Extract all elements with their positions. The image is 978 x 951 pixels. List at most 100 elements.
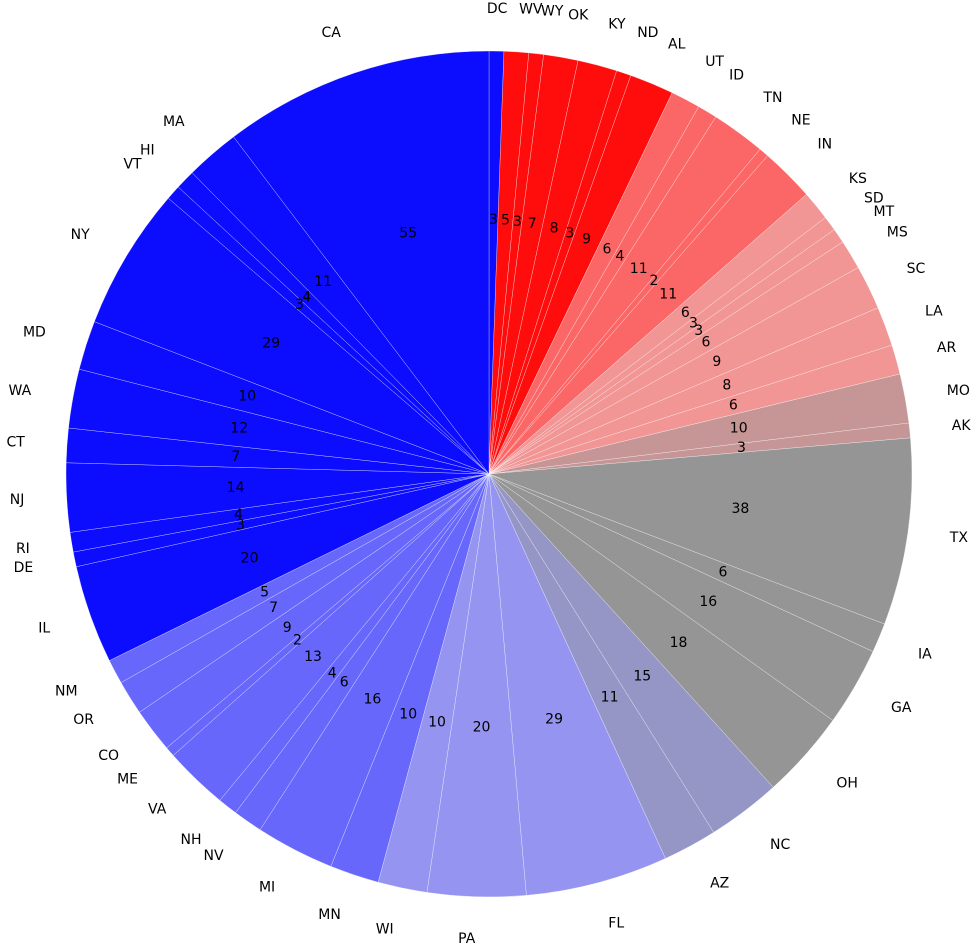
slice-label-tx: TX bbox=[949, 530, 969, 546]
slice-value-wv: 5 bbox=[501, 213, 510, 229]
slice-value-id: 4 bbox=[616, 249, 625, 265]
slice-label-il: IL bbox=[38, 621, 50, 637]
slice-value-ut: 6 bbox=[602, 241, 611, 257]
slice-value-hi: 4 bbox=[302, 290, 311, 306]
slice-value-dc: 3 bbox=[489, 212, 498, 228]
slice-label-mi: MI bbox=[259, 879, 275, 895]
pie-slices bbox=[65, 50, 913, 898]
slice-value-or: 7 bbox=[269, 600, 278, 616]
slice-label-ky: KY bbox=[608, 16, 626, 32]
slice-value-mo: 10 bbox=[730, 421, 748, 437]
slice-label-ma: MA bbox=[163, 114, 185, 130]
slice-label-wi: WI bbox=[376, 921, 394, 937]
slice-label-de: DE bbox=[14, 560, 34, 576]
slice-label-ca: CA bbox=[321, 25, 341, 41]
slice-value-mn: 10 bbox=[399, 707, 417, 723]
slice-label-sc: SC bbox=[907, 261, 926, 277]
slice-label-nv: NV bbox=[204, 848, 224, 864]
slice-value-la: 8 bbox=[722, 377, 731, 393]
slice-value-ar: 6 bbox=[729, 397, 738, 413]
slice-label-az: AZ bbox=[710, 875, 729, 891]
pie-slice-tx bbox=[488, 437, 913, 625]
slice-label-oh: OH bbox=[836, 776, 858, 792]
slice-label-dc: DC bbox=[487, 1, 508, 17]
slice-value-nv: 6 bbox=[340, 674, 349, 690]
slice-label-or: OR bbox=[73, 712, 94, 728]
slice-label-md: MD bbox=[23, 324, 46, 340]
slice-label-hi: HI bbox=[140, 142, 155, 158]
slice-label-ct: CT bbox=[6, 435, 25, 451]
pie-slice-ny bbox=[94, 197, 490, 475]
slice-value-nm: 5 bbox=[260, 585, 269, 601]
slice-label-nd: ND bbox=[637, 25, 658, 41]
slice-value-nj: 14 bbox=[227, 480, 245, 496]
slice-label-wa: WA bbox=[9, 383, 32, 399]
slice-value-ms: 6 bbox=[702, 334, 711, 350]
slice-value-ne: 2 bbox=[649, 273, 658, 289]
slice-label-mo: MO bbox=[947, 383, 970, 399]
slice-label-ak: AK bbox=[952, 418, 972, 434]
slice-label-ms: MS bbox=[887, 225, 908, 241]
slice-value-me: 2 bbox=[293, 633, 302, 649]
slice-value-oh: 18 bbox=[670, 635, 688, 651]
slice-value-nh: 4 bbox=[328, 666, 337, 682]
slice-value-sc: 9 bbox=[712, 354, 721, 370]
slice-value-md: 10 bbox=[238, 389, 256, 405]
slice-value-ny: 29 bbox=[262, 336, 280, 352]
slice-value-fl: 29 bbox=[545, 711, 563, 727]
slice-value-pa: 20 bbox=[473, 720, 491, 736]
slice-value-ok: 7 bbox=[528, 216, 537, 232]
slice-value-ga: 16 bbox=[699, 594, 717, 610]
slice-label-ia: IA bbox=[918, 646, 932, 662]
slice-value-ky: 8 bbox=[550, 221, 559, 237]
pie-slice-fl bbox=[488, 473, 666, 896]
slice-value-ri: 4 bbox=[234, 507, 243, 523]
slice-value-wi: 10 bbox=[428, 714, 446, 730]
slice-value-tn: 11 bbox=[630, 261, 648, 277]
slice-label-sd: SD bbox=[864, 191, 884, 207]
slice-value-ct: 7 bbox=[231, 449, 240, 465]
slice-label-nh: NH bbox=[181, 832, 202, 848]
slice-value-sd: 3 bbox=[689, 316, 698, 332]
slice-value-il: 20 bbox=[241, 550, 259, 566]
slice-label-va: VA bbox=[148, 801, 167, 817]
slice-value-mi: 16 bbox=[363, 691, 381, 707]
slice-label-ks: KS bbox=[849, 171, 867, 187]
slice-value-in: 11 bbox=[659, 286, 677, 302]
slice-label-pa: PA bbox=[458, 931, 476, 947]
slice-label-id: ID bbox=[729, 68, 744, 84]
slice-label-ri: RI bbox=[16, 541, 30, 557]
slice-value-az: 11 bbox=[601, 689, 619, 705]
slice-value-ak: 3 bbox=[737, 440, 746, 456]
slice-value-de: 3 bbox=[236, 517, 245, 533]
slice-label-ok: OK bbox=[568, 8, 589, 24]
slice-value-va: 13 bbox=[304, 649, 322, 665]
slice-label-vt: VT bbox=[123, 156, 142, 172]
slice-label-ut: UT bbox=[705, 54, 724, 70]
slice-value-ks: 6 bbox=[681, 305, 690, 321]
slice-value-nd: 3 bbox=[565, 225, 574, 241]
slice-label-mn: MN bbox=[318, 907, 341, 923]
slice-label-nc: NC bbox=[770, 837, 790, 853]
slice-value-ca: 55 bbox=[399, 225, 417, 241]
slice-label-al: AL bbox=[668, 37, 686, 53]
slice-label-la: LA bbox=[925, 304, 943, 320]
slice-value-al: 9 bbox=[582, 232, 591, 248]
slice-label-nj: NJ bbox=[10, 492, 25, 508]
slice-label-wv: WV bbox=[519, 2, 543, 18]
slice-value-labels: 3 5 3 7 8 3 96 41121163369861033861618151129201… bbox=[227, 212, 750, 736]
slice-label-me: ME bbox=[117, 772, 138, 788]
slice-label-mt: MT bbox=[874, 204, 895, 220]
slice-label-ny: NY bbox=[71, 227, 90, 243]
slice-value-wy: 3 bbox=[513, 214, 522, 230]
slice-label-in: IN bbox=[818, 137, 833, 153]
slice-value-tx: 38 bbox=[731, 501, 749, 517]
slice-label-fl: FL bbox=[608, 916, 624, 932]
slice-label-ga: GA bbox=[891, 700, 912, 716]
slice-value-ma: 11 bbox=[314, 274, 332, 290]
slice-label-wy: WY bbox=[541, 4, 564, 20]
slice-value-mt: 3 bbox=[694, 323, 703, 339]
slice-value-ia: 6 bbox=[719, 564, 728, 580]
